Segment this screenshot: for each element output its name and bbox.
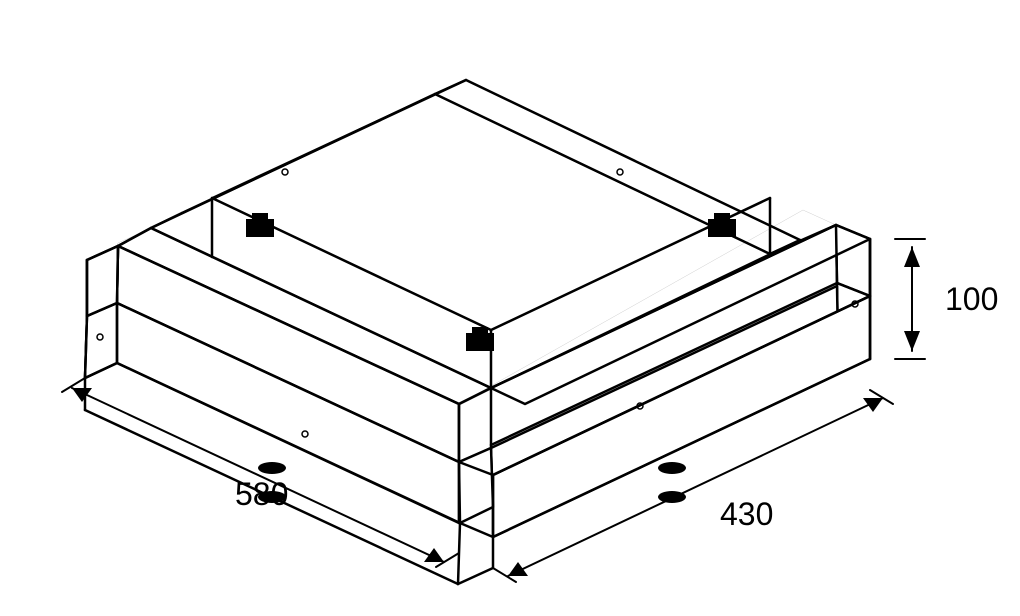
dimension-height: 100 — [945, 281, 998, 317]
dimension-width: 580 — [235, 476, 288, 512]
foot — [658, 462, 686, 474]
dimension-depth: 430 — [720, 496, 773, 532]
technical-drawing: 580 430 100 — [0, 0, 1020, 616]
foot — [258, 462, 286, 474]
